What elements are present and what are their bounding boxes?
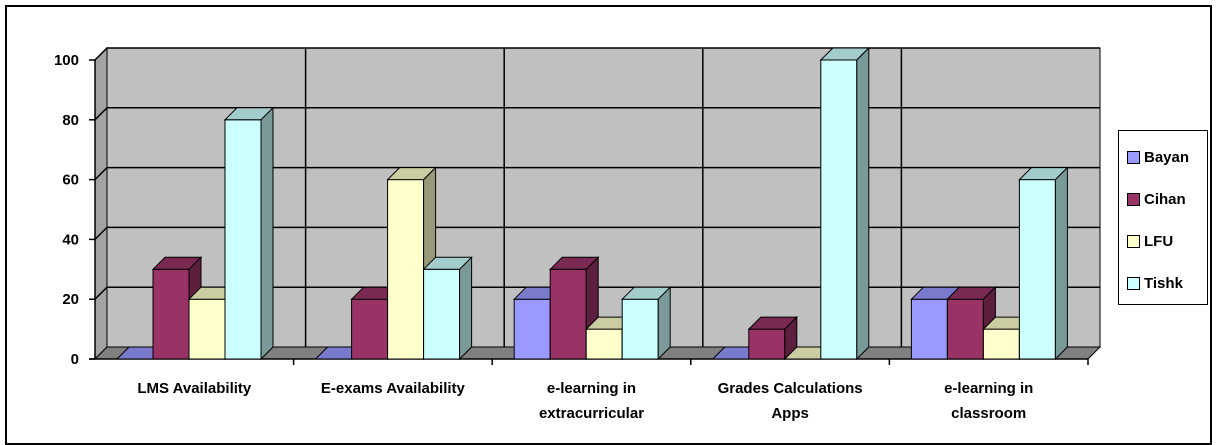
- y-tick-label: 20: [62, 291, 79, 308]
- legend: Bayan Cihan LFU Tishk: [1118, 130, 1208, 305]
- gridline: [94, 166, 1100, 181]
- bar-cihan-3: [747, 315, 799, 361]
- gridline: [94, 286, 1100, 300]
- legend-swatch-lfu: [1127, 235, 1140, 248]
- legend-item-tishk: Tishk: [1127, 275, 1183, 292]
- x-category-label: Grades Calculations: [718, 380, 863, 397]
- x-category-label: classroom: [951, 405, 1026, 422]
- y-tick-label: 0: [71, 351, 79, 368]
- x-category-label: extracurricular: [539, 405, 644, 422]
- legend-label-tishk: Tishk: [1144, 275, 1183, 292]
- x-category-label: E-exams Availability: [321, 380, 466, 397]
- legend-swatch-cihan: [1127, 193, 1140, 206]
- y-tick-label: 100: [54, 52, 79, 69]
- legend-label-lfu: LFU: [1144, 233, 1174, 250]
- x-category-label: LMS Availability: [137, 380, 252, 397]
- x-category-label: e-learning in: [547, 380, 636, 397]
- gridline: [94, 226, 1100, 240]
- bar-tishk-0: [223, 106, 275, 361]
- legend-item-cihan: Cihan: [1127, 191, 1186, 208]
- y-tick-label: 80: [62, 112, 79, 129]
- x-category-label: Apps: [771, 405, 809, 422]
- bar-tishk-3: [819, 46, 871, 361]
- gridline: [94, 47, 1100, 61]
- legend-swatch-bayan: [1127, 151, 1140, 164]
- bar-cihan-2: [548, 256, 600, 361]
- legend-label-bayan: Bayan: [1144, 149, 1190, 166]
- side-wall: [94, 46, 108, 361]
- legend-label-cihan: Cihan: [1144, 191, 1186, 208]
- chart-plot: 0 20 40 60 80 100 LMS Availability E-exams Avai…: [54, 46, 1102, 422]
- y-tick-label: 60: [62, 172, 79, 189]
- bar-tishk-1: [422, 256, 473, 361]
- bar-tishk-2: [620, 285, 672, 361]
- gridline: [94, 107, 1100, 121]
- bar-tishk-4: [1018, 166, 1069, 361]
- legend-swatch-tishk: [1127, 277, 1140, 290]
- legend-item-bayan: Bayan: [1127, 149, 1189, 166]
- y-tick-label: 40: [62, 231, 79, 248]
- legend-item-lfu: LFU: [1127, 233, 1173, 250]
- x-category-label: e-learning in: [944, 380, 1033, 397]
